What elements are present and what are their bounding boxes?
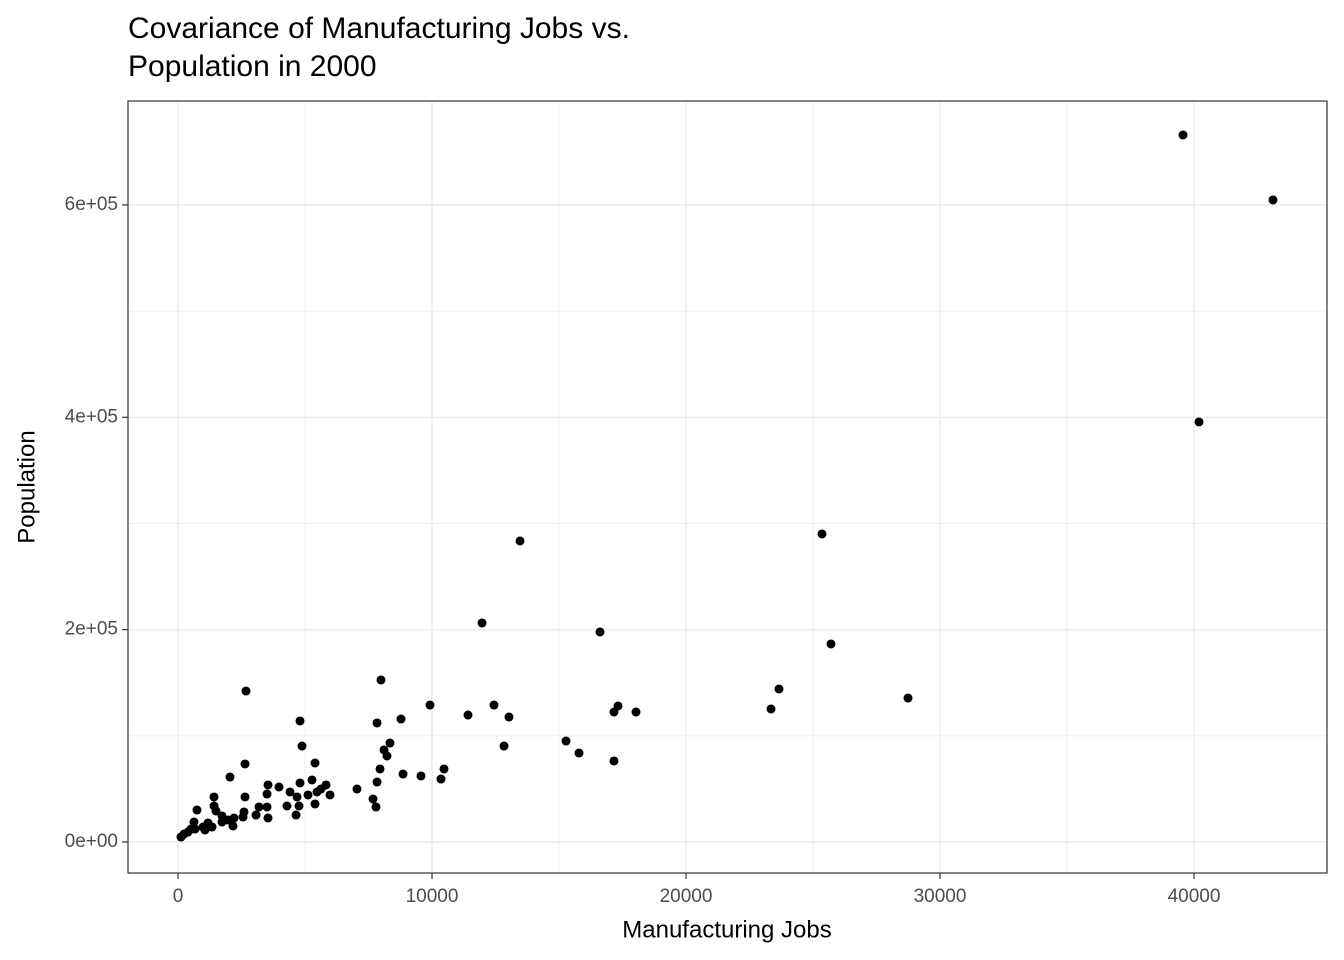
point <box>595 627 605 637</box>
point <box>425 700 435 710</box>
chart-title: Population in 2000 <box>128 50 377 83</box>
point <box>263 813 273 823</box>
y-axis-label: Population <box>13 430 40 543</box>
point <box>631 707 641 717</box>
point <box>209 792 219 802</box>
point <box>352 784 362 794</box>
point <box>238 812 248 822</box>
x-tick-label: 30000 <box>914 886 967 907</box>
chart-title: Covariance of Manufacturing Jobs vs. <box>128 12 630 45</box>
point <box>211 806 221 816</box>
point <box>1268 195 1278 205</box>
point <box>282 801 292 811</box>
point <box>307 775 317 785</box>
point <box>774 684 784 694</box>
point <box>817 529 827 539</box>
point <box>274 782 284 792</box>
point <box>294 801 304 811</box>
y-tick-label: 4e+05 <box>65 406 118 427</box>
point <box>198 822 208 832</box>
point <box>766 704 776 714</box>
point <box>826 639 836 649</box>
y-tick-label: 0e+00 <box>65 831 118 852</box>
point <box>1194 417 1204 427</box>
point <box>382 751 392 761</box>
point <box>285 787 295 797</box>
grid <box>128 101 1327 873</box>
point <box>192 805 202 815</box>
point <box>228 821 238 831</box>
point <box>574 748 584 758</box>
point <box>504 712 514 722</box>
point <box>609 707 619 717</box>
point <box>489 700 499 710</box>
point <box>176 832 186 842</box>
x-tick-label: 10000 <box>406 886 459 907</box>
point <box>189 817 199 827</box>
x-tick-label: 20000 <box>660 886 713 907</box>
point <box>240 792 250 802</box>
point <box>312 787 322 797</box>
panel-border <box>127 100 1328 874</box>
point <box>310 799 320 809</box>
y-tick-label: 2e+05 <box>65 619 118 640</box>
point <box>372 777 382 787</box>
point <box>515 536 525 546</box>
point <box>372 718 382 728</box>
point <box>240 759 250 769</box>
point <box>385 738 395 748</box>
point <box>903 693 913 703</box>
point <box>398 769 408 779</box>
point <box>297 741 307 751</box>
x-tick-label: 40000 <box>1168 886 1221 907</box>
point <box>225 772 235 782</box>
point <box>368 794 378 804</box>
points <box>176 130 1278 842</box>
point <box>609 756 619 766</box>
point <box>1178 130 1188 140</box>
point <box>251 810 261 820</box>
y-tick-label: 6e+05 <box>65 194 118 215</box>
point <box>396 714 406 724</box>
point <box>217 811 227 821</box>
point <box>303 790 313 800</box>
point <box>375 764 385 774</box>
point <box>325 790 335 800</box>
point <box>263 780 273 790</box>
point <box>254 802 264 812</box>
point <box>262 802 272 812</box>
point <box>262 789 272 799</box>
point <box>376 675 386 685</box>
point <box>292 792 302 802</box>
point <box>295 778 305 788</box>
point <box>291 810 301 820</box>
point <box>310 758 320 768</box>
point <box>561 736 571 746</box>
point <box>371 802 381 812</box>
point <box>436 774 446 784</box>
point <box>463 710 473 720</box>
point <box>416 771 426 781</box>
point <box>499 741 509 751</box>
point <box>241 686 251 696</box>
x-tick-label: 0 <box>173 886 184 907</box>
point <box>295 716 305 726</box>
x-axis-label: Manufacturing Jobs <box>622 916 831 943</box>
point <box>477 618 487 628</box>
point <box>439 764 449 774</box>
